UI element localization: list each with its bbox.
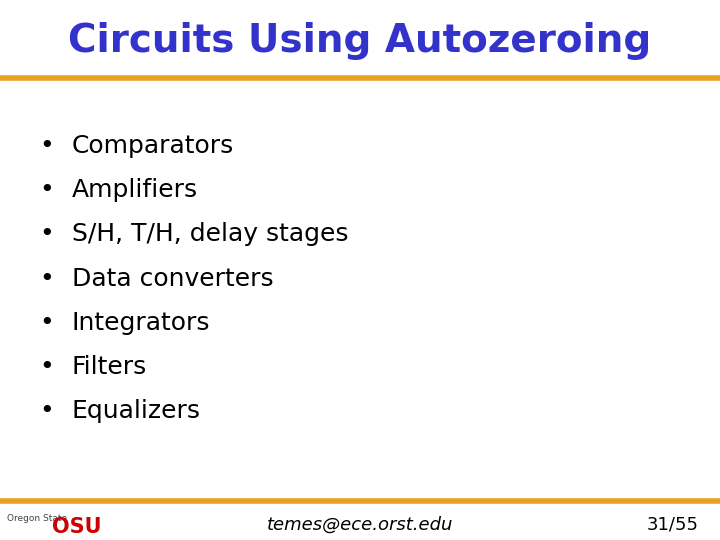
Text: OSU: OSU [52,517,102,537]
Text: •: • [40,222,54,246]
Text: Filters: Filters [72,355,148,379]
Text: •: • [40,267,54,291]
Text: Data converters: Data converters [72,267,274,291]
Text: temes@ece.orst.edu: temes@ece.orst.edu [267,516,453,534]
Text: Comparators: Comparators [72,134,234,158]
Text: Circuits Using Autozeroing: Circuits Using Autozeroing [68,22,652,59]
Text: S/H, T/H, delay stages: S/H, T/H, delay stages [72,222,348,246]
Text: •: • [40,134,54,158]
Text: •: • [40,311,54,335]
Text: Oregon State: Oregon State [7,514,68,523]
Text: •: • [40,400,54,423]
Text: Amplifiers: Amplifiers [72,178,198,202]
Text: Equalizers: Equalizers [72,400,201,423]
Text: Integrators: Integrators [72,311,210,335]
Text: •: • [40,178,54,202]
Text: •: • [40,355,54,379]
Text: 31/55: 31/55 [647,516,698,534]
